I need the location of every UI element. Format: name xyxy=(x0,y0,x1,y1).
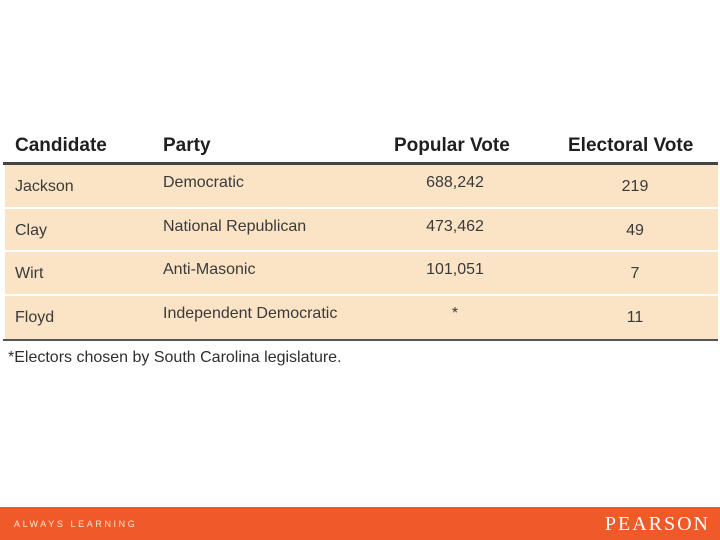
pearson-logo: PEARSON xyxy=(604,513,710,535)
cell-party: Anti-Masonic xyxy=(163,261,256,278)
cell-electoral-vote: 7 xyxy=(630,265,640,282)
header-party: Party xyxy=(163,135,211,156)
header-candidate: Candidate xyxy=(15,135,107,156)
header-divider xyxy=(3,162,718,165)
footer-bar: ALWAYS LEARNING PEARSON xyxy=(0,507,720,540)
cell-popular-vote: 688,242 xyxy=(426,174,484,191)
cell-candidate: Floyd xyxy=(15,309,55,326)
table-header: Candidate Party Popular Vote Electoral V… xyxy=(0,133,720,159)
cell-party: Independent Democratic xyxy=(163,305,338,322)
footer-tagline: ALWAYS LEARNING xyxy=(14,519,138,529)
header-electoral-vote: Electoral Vote xyxy=(568,135,694,156)
table-row: Jackson Democratic 688,242 219 xyxy=(5,165,718,207)
table-row: Clay National Republican 473,462 49 xyxy=(5,209,718,251)
cell-electoral-vote: 49 xyxy=(626,222,644,239)
cell-party: National Republican xyxy=(163,218,307,235)
cell-candidate: Jackson xyxy=(15,178,74,195)
cell-party: Democratic xyxy=(163,174,244,191)
table-row: Wirt Anti-Masonic 101,051 7 xyxy=(5,252,718,294)
cell-electoral-vote: 11 xyxy=(626,309,644,326)
row-divider xyxy=(5,294,718,296)
cell-popular-vote: * xyxy=(451,305,459,322)
row-divider xyxy=(5,250,718,252)
cell-candidate: Wirt xyxy=(15,265,44,282)
results-table: Jackson Democratic 688,242 219 Clay Nati… xyxy=(5,165,718,339)
cell-electoral-vote: 219 xyxy=(621,178,649,195)
cell-candidate: Clay xyxy=(15,222,48,239)
table-row: Floyd Independent Democratic * 11 xyxy=(5,296,718,338)
row-divider xyxy=(5,207,718,209)
cell-popular-vote: 101,051 xyxy=(426,261,484,278)
table-bottom-rule xyxy=(3,339,718,341)
cell-popular-vote: 473,462 xyxy=(426,218,484,235)
header-popular-vote: Popular Vote xyxy=(394,135,510,156)
table-footnote: *Electors chosen by South Carolina legis… xyxy=(8,349,342,366)
